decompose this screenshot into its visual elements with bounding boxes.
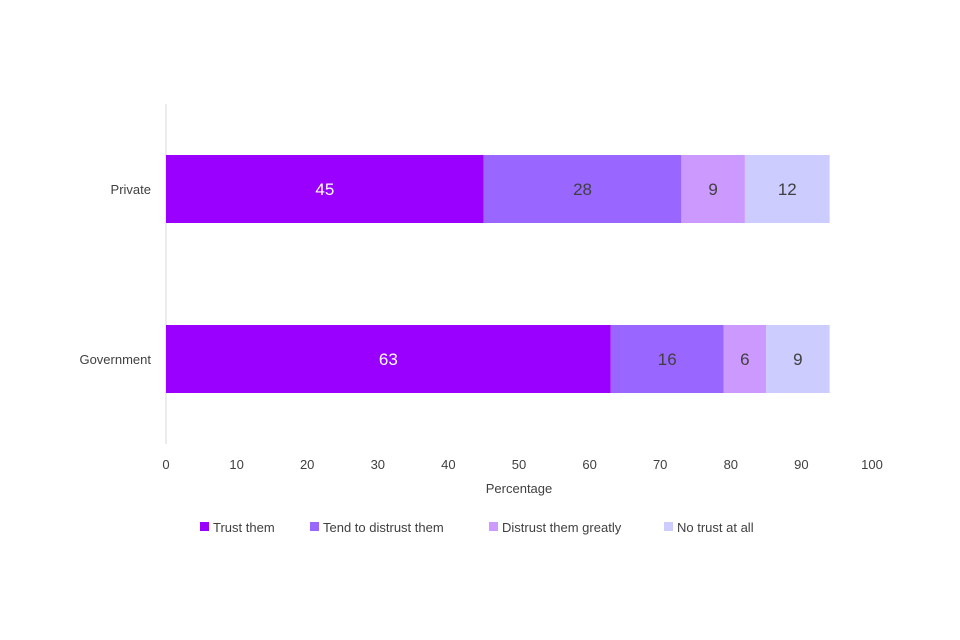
data-label: 63 <box>379 350 398 369</box>
legend-swatch <box>200 522 209 531</box>
x-tick-label: 20 <box>300 457 314 472</box>
legend-label: No trust at all <box>677 520 754 535</box>
category-label: Private <box>111 182 151 197</box>
data-label: 45 <box>315 180 334 199</box>
bar-segment <box>483 155 682 223</box>
legend-label: Distrust them greatly <box>502 520 622 535</box>
data-label: 16 <box>658 350 677 369</box>
legend-swatch <box>310 522 319 531</box>
bar-segment <box>723 325 767 393</box>
x-tick-label: 0 <box>162 457 169 472</box>
x-tick-label: 10 <box>229 457 243 472</box>
data-label: 9 <box>793 350 802 369</box>
category-labels: Private Government <box>79 182 151 367</box>
legend-swatch <box>664 522 673 531</box>
x-tick-label: 30 <box>371 457 385 472</box>
x-tick-label: 40 <box>441 457 455 472</box>
category-label: Government <box>79 352 151 367</box>
data-label: 28 <box>573 180 592 199</box>
x-tick-label: 50 <box>512 457 526 472</box>
bar-segment <box>681 155 745 223</box>
x-tick-label: 100 <box>861 457 883 472</box>
legend-label: Trust them <box>213 520 275 535</box>
legend: Trust them Tend to distrust them Distrust … <box>200 520 754 535</box>
data-label: 12 <box>778 180 797 199</box>
data-label: 6 <box>740 350 749 369</box>
x-tick-label: 90 <box>794 457 808 472</box>
legend-swatch <box>489 522 498 531</box>
x-tick-label: 70 <box>653 457 667 472</box>
bar-segment <box>166 325 611 393</box>
bar-segment <box>766 325 830 393</box>
bars-group: 45 28 9 12 63 16 6 9 <box>166 155 830 393</box>
x-tick-label: 80 <box>724 457 738 472</box>
bar-segment <box>744 155 830 223</box>
bar-segment <box>610 325 724 393</box>
legend-label: Tend to distrust them <box>323 520 444 535</box>
x-axis-ticks: 0 10 20 30 40 50 60 70 80 90 100 <box>162 457 882 472</box>
x-axis-title: Percentage <box>486 481 553 496</box>
data-label: 9 <box>708 180 717 199</box>
bar-segment <box>166 155 484 223</box>
x-tick-label: 60 <box>582 457 596 472</box>
